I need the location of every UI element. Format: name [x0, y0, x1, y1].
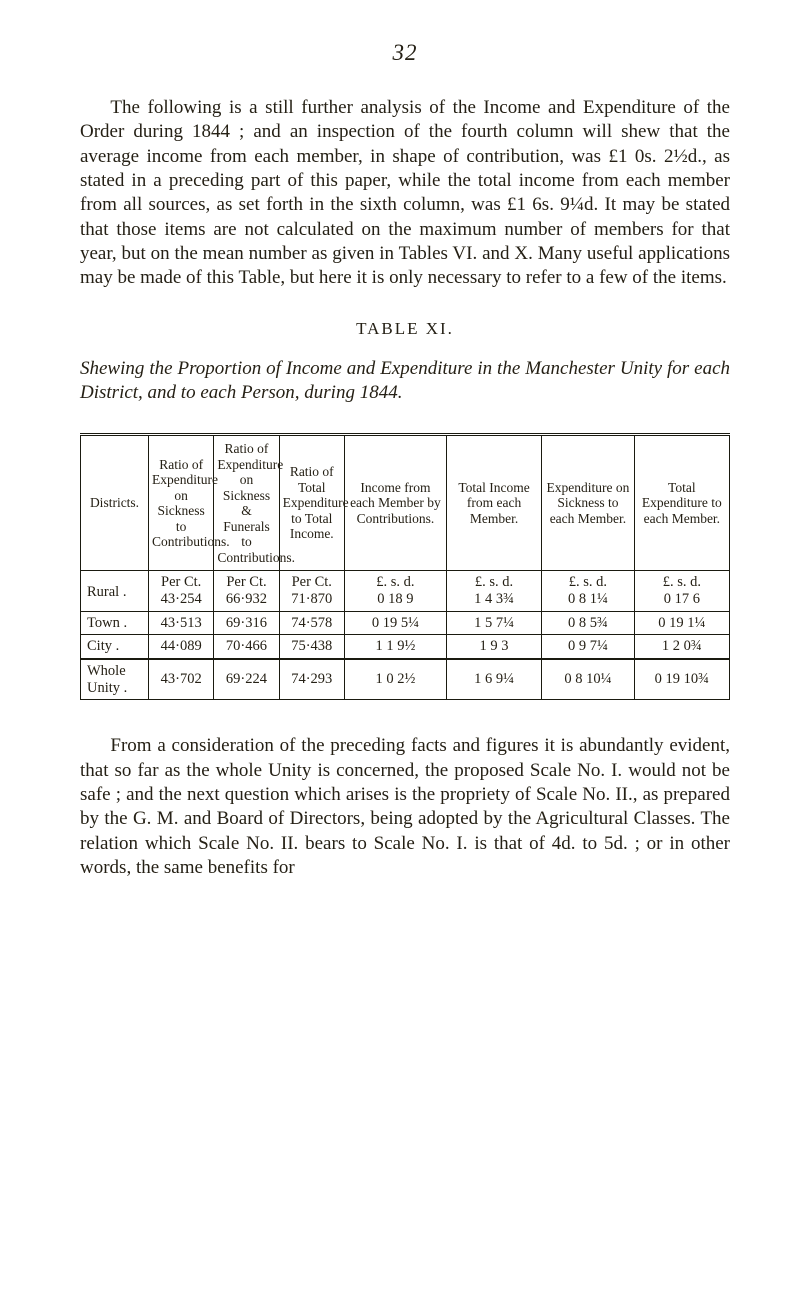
town-c5: 0 19 5¼ [344, 611, 446, 635]
city-c2: 44·089 [149, 635, 214, 659]
hdr-income-contrib: Income from each Member by Contributions… [344, 435, 446, 571]
cell-dist-city: City . [81, 635, 149, 659]
unit-c4: Per Ct. [279, 571, 344, 591]
hdr-total-income: Total Income from each Member. [446, 435, 541, 571]
cell-dist-whole: Whole Unity . [81, 659, 149, 700]
town-c7: 0 8 5¾ [542, 611, 635, 635]
row-rural: 43·254 66·932 71·870 0 18 9 1 4 3¾ 0 8 1… [81, 591, 730, 611]
unit-c7: £. s. d. [542, 571, 635, 591]
cell-dist-rural: Rural . [81, 571, 149, 611]
data-table: Districts. Ratio of Expenditure on Sickn… [80, 433, 730, 700]
hdr-ratio-sick-funerals: Ratio of Expenditure on Sickness & Funer… [214, 435, 279, 571]
rural-c3: 66·932 [214, 591, 279, 611]
rural-c4: 71·870 [279, 591, 344, 611]
city-c5: 1 1 9½ [344, 635, 446, 659]
whole-c6: 1 6 9¼ [446, 659, 541, 700]
paragraph-2: From a consideration of the preceding fa… [80, 734, 730, 880]
whole-c4: 74·293 [279, 659, 344, 700]
unit-c3: Per Ct. [214, 571, 279, 591]
paragraph-1: The following is a still further analysi… [80, 96, 730, 291]
table-xi: Districts. Ratio of Expenditure on Sickn… [80, 433, 730, 700]
hdr-districts: Districts. [81, 435, 149, 571]
row-city: City . 44·089 70·466 75·438 1 1 9½ 1 9 3… [81, 635, 730, 659]
para1-text: The following is a still further analysi… [80, 97, 730, 288]
rural-c5: 0 18 9 [344, 591, 446, 611]
town-c6: 1 5 7¼ [446, 611, 541, 635]
table-label: TABLE XI. [80, 319, 730, 339]
rural-c7: 0 8 1¼ [542, 591, 635, 611]
whole-c8: 0 19 10¾ [634, 659, 729, 700]
city-c3: 70·466 [214, 635, 279, 659]
city-c4: 75·438 [279, 635, 344, 659]
unit-c8: £. s. d. [634, 571, 729, 591]
rural-c2: 43·254 [149, 591, 214, 611]
town-c4: 74·578 [279, 611, 344, 635]
whole-c5: 1 0 2½ [344, 659, 446, 700]
row-town: Town . 43·513 69·316 74·578 0 19 5¼ 1 5 … [81, 611, 730, 635]
town-c8: 0 19 1¼ [634, 611, 729, 635]
unit-c5: £. s. d. [344, 571, 446, 591]
city-c6: 1 9 3 [446, 635, 541, 659]
unit-c6: £. s. d. [446, 571, 541, 591]
city-c7: 0 9 7¼ [542, 635, 635, 659]
whole-c3: 69·224 [214, 659, 279, 700]
table-caption: Shewing the Proportion of Income and Exp… [80, 357, 730, 406]
rural-c6: 1 4 3¾ [446, 591, 541, 611]
header-row: Districts. Ratio of Expenditure on Sickn… [81, 435, 730, 571]
page-number: 32 [80, 40, 730, 66]
hdr-ratio-sickness: Ratio of Expenditure on Sickness to Cont… [149, 435, 214, 571]
para2-text: From a consideration of the preceding fa… [80, 735, 730, 878]
unit-row: Rural . Per Ct. Per Ct. Per Ct. £. s. d.… [81, 571, 730, 591]
town-c2: 43·513 [149, 611, 214, 635]
city-c8: 1 2 0¾ [634, 635, 729, 659]
row-whole-unity: Whole Unity . 43·702 69·224 74·293 1 0 2… [81, 659, 730, 700]
town-c3: 69·316 [214, 611, 279, 635]
whole-c2: 43·702 [149, 659, 214, 700]
whole-c7: 0 8 10¼ [542, 659, 635, 700]
page: 32 The following is a still further anal… [0, 0, 800, 1307]
hdr-total-exp: Total Expenditure to each Member. [634, 435, 729, 571]
unit-c2: Per Ct. [149, 571, 214, 591]
hdr-exp-sickness: Expenditure on Sickness to each Member. [542, 435, 635, 571]
cell-dist-town: Town . [81, 611, 149, 635]
rural-c8: 0 17 6 [634, 591, 729, 611]
